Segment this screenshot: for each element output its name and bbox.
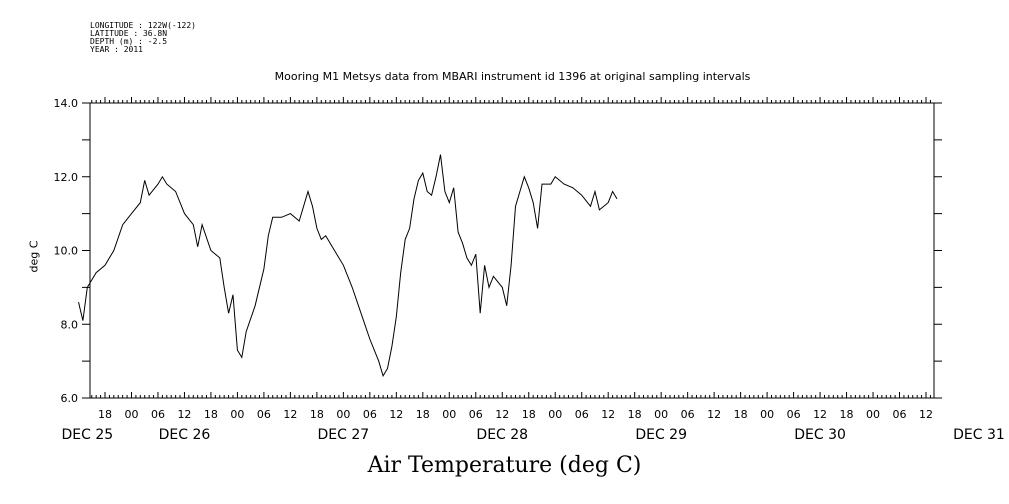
x-hour-label: 06 bbox=[575, 408, 589, 421]
x-hour-label: 18 bbox=[522, 408, 536, 421]
x-hour-label: 06 bbox=[787, 408, 801, 421]
y-tick-label: 10.0 bbox=[54, 245, 79, 258]
x-day-label: DEC 26 bbox=[159, 427, 211, 443]
x-hour-label: 00 bbox=[548, 408, 562, 421]
x-hour-label: 12 bbox=[601, 408, 615, 421]
x-hour-label: 12 bbox=[707, 408, 721, 421]
y-tick-label: 14.0 bbox=[54, 97, 79, 110]
x-day-label: DEC 27 bbox=[318, 427, 370, 443]
chart-title: Mooring M1 Metsys data from MBARI instru… bbox=[274, 70, 751, 83]
x-hour-label: 18 bbox=[628, 408, 642, 421]
x-hour-label: 12 bbox=[495, 408, 509, 421]
y-tick-label: 6.0 bbox=[61, 392, 79, 405]
x-hour-label: 06 bbox=[151, 408, 165, 421]
y-tick-label: 8.0 bbox=[61, 318, 79, 331]
x-hour-label: 00 bbox=[230, 408, 244, 421]
x-hour-label: 06 bbox=[363, 408, 377, 421]
x-axis-title: Air Temperature (deg C) bbox=[367, 453, 642, 478]
x-hour-label: 06 bbox=[257, 408, 271, 421]
x-hour-label: 00 bbox=[866, 408, 880, 421]
meta-latitude: LATITUDE : 36.8N bbox=[90, 29, 168, 38]
x-hour-label: 06 bbox=[469, 408, 483, 421]
x-hour-label: 12 bbox=[919, 408, 933, 421]
x-hour-label: 00 bbox=[124, 408, 138, 421]
x-hour-label: 12 bbox=[813, 408, 827, 421]
x-hour-label: 18 bbox=[204, 408, 218, 421]
series-line-0-segment-0 bbox=[78, 154, 618, 378]
x-hour-label: 12 bbox=[389, 408, 403, 421]
x-hour-label: 18 bbox=[840, 408, 854, 421]
x-hour-label: 18 bbox=[416, 408, 430, 421]
y-tick-label: 12.0 bbox=[54, 171, 79, 184]
x-hour-label: 06 bbox=[681, 408, 695, 421]
x-hour-label: 18 bbox=[310, 408, 324, 421]
x-hour-label: 00 bbox=[760, 408, 774, 421]
meta-year: YEAR : 2011 bbox=[90, 45, 143, 54]
x-hour-label: 12 bbox=[177, 408, 191, 421]
x-hour-label: 12 bbox=[283, 408, 297, 421]
meta-longitude: LONGITUDE : 122W(-122) bbox=[90, 21, 196, 30]
x-hour-label: 00 bbox=[442, 408, 456, 421]
x-hour-label: 06 bbox=[893, 408, 907, 421]
x-day-label: DEC 28 bbox=[476, 427, 528, 443]
x-hour-label: 18 bbox=[734, 408, 748, 421]
x-hour-label: 00 bbox=[336, 408, 350, 421]
x-day-label: DEC 30 bbox=[794, 427, 846, 443]
x-day-label: DEC 31 bbox=[953, 427, 1005, 443]
x-day-label: DEC 25 bbox=[62, 427, 114, 443]
x-hour-label: 00 bbox=[654, 408, 668, 421]
x-day-label: DEC 29 bbox=[635, 427, 687, 443]
meta-depth: DEPTH (m) : -2.5 bbox=[90, 37, 168, 46]
x-hour-label: 18 bbox=[98, 408, 112, 421]
